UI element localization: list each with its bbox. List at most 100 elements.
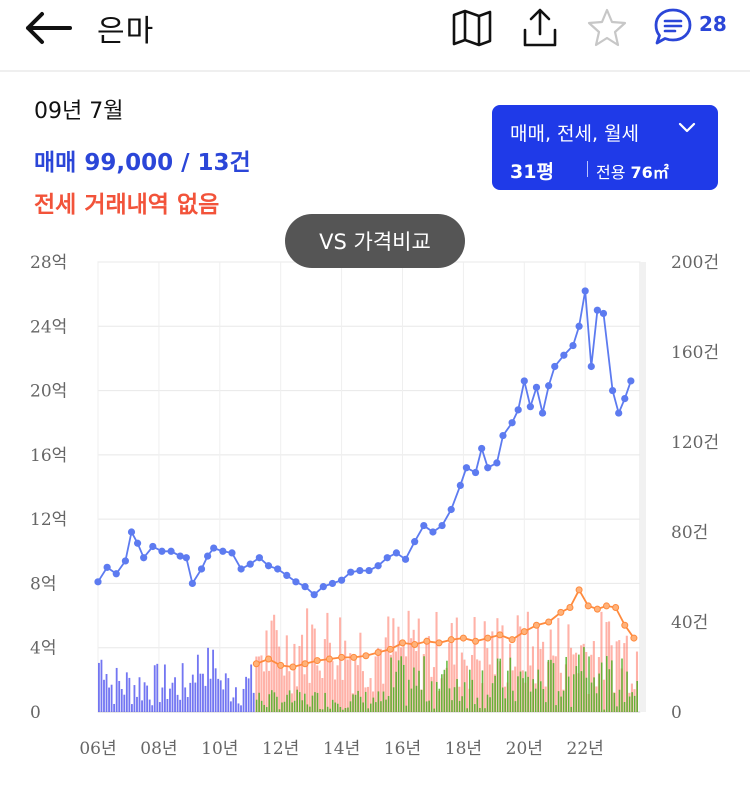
share-icon[interactable] <box>518 6 562 50</box>
sale-volume-bar <box>337 703 339 712</box>
sale-price-point <box>182 554 190 562</box>
lease-volume-bar <box>354 655 357 712</box>
sale-volume-bar <box>252 692 255 712</box>
sale-volume-bar <box>273 692 276 712</box>
sale-volume-bar <box>463 682 466 712</box>
sale-price-point <box>538 409 547 417</box>
sale-volume-bar <box>565 656 567 712</box>
sale-volume-bar <box>575 666 578 712</box>
lease-volume-bar <box>450 623 453 712</box>
sale-price-point <box>188 579 196 588</box>
sale-volume-bar <box>397 660 400 712</box>
sale-volume-bar <box>405 705 408 712</box>
sale-volume-bar <box>512 690 514 712</box>
y2-tick-label: 80건 <box>671 523 708 543</box>
compare-price-button[interactable]: VS 가격비교 <box>285 214 465 268</box>
sale-volume-bar <box>281 702 283 712</box>
lease-volume-bar <box>592 641 595 712</box>
lease-volume-bar <box>410 638 413 712</box>
sale-volume-bar <box>507 670 509 712</box>
sale-price-point <box>365 566 373 575</box>
sale-volume-bar <box>570 706 573 712</box>
lease-price-point <box>612 604 620 612</box>
lease-volume-bar <box>491 631 494 712</box>
sale-volume-bar <box>425 701 428 712</box>
lease-volume-bar <box>377 647 380 712</box>
sale-volume-bar <box>309 706 311 712</box>
sale-volume-bar <box>433 708 436 712</box>
back-arrow-icon[interactable] <box>22 8 74 48</box>
map-icon[interactable] <box>450 6 494 50</box>
sale-volume-bar <box>443 669 446 712</box>
sale-volume-bar <box>326 706 329 712</box>
sale-price-line <box>97 290 632 596</box>
sale-volume-bar <box>410 688 413 712</box>
sale-volume-bar <box>593 677 595 712</box>
sale-price-point <box>210 544 218 552</box>
sale-price-point <box>499 431 507 440</box>
lease-volume-bar <box>323 639 326 712</box>
sale-volume-bar <box>529 691 532 712</box>
sale-volume-bar <box>557 691 560 712</box>
comment-count[interactable]: 28 <box>699 12 727 36</box>
lease-volume-bar <box>478 660 481 712</box>
lease-volume-bar <box>465 665 469 712</box>
sale-volume-bar <box>118 680 121 712</box>
sale-price-point <box>374 562 382 570</box>
sale-volume-bar <box>616 706 618 712</box>
sale-volume-bar <box>311 695 314 712</box>
lease-price-point <box>459 634 467 642</box>
lease-price-point <box>277 661 285 669</box>
sale-volume-bar <box>380 701 382 712</box>
sale-volume-bar <box>491 683 494 712</box>
sale-volume-bar <box>151 705 154 712</box>
sale-price-point <box>526 403 534 411</box>
sale-volume-bar <box>451 700 453 712</box>
sale-price-point <box>392 549 401 557</box>
lease-price-point <box>545 618 553 626</box>
x-tick-label: 18년 <box>445 739 482 759</box>
filter-dropdown[interactable]: 매매, 전세, 월세 31평 전용 76㎡ <box>492 105 718 190</box>
lease-volume-bar <box>361 671 364 712</box>
page-title: 은마 <box>97 14 155 49</box>
sale-volume-bar <box>179 699 182 712</box>
lease-price-point <box>350 653 358 661</box>
sale-volume-bar <box>370 703 372 712</box>
sale-price-point <box>599 309 608 318</box>
sale-volume-bar <box>100 659 103 712</box>
sale-volume-bar <box>598 673 600 712</box>
lease-volume-bar <box>536 623 540 712</box>
sale-volume-bar <box>222 689 225 712</box>
lease-volume-bar <box>542 641 545 712</box>
sale-volume-bar <box>352 694 354 712</box>
sale-volume-bar <box>258 692 260 712</box>
lease-volume-bar <box>432 667 436 712</box>
sale-price-point <box>176 552 184 560</box>
sale-price-point <box>569 341 577 350</box>
lease-volume-bar <box>623 643 626 712</box>
sale-volume-bar <box>636 680 639 712</box>
lease-volume-bar <box>262 671 266 712</box>
comment-icon[interactable] <box>651 5 695 49</box>
lease-price-point <box>447 636 455 644</box>
lease-volume-bar <box>356 665 359 712</box>
sale-price-point <box>292 578 300 586</box>
sale-volume-bar <box>534 688 537 712</box>
sale-price-point <box>560 351 568 359</box>
price-chart[interactable]: 0 4억 8억 12억 16억 20억 24억 28억 0 40건 80건 120건 160건 200건… <box>0 240 750 785</box>
lease-price-point <box>435 639 443 647</box>
sale-volume-bar <box>613 693 616 712</box>
lease-volume-bar <box>427 636 430 712</box>
lease-volume-bar <box>311 624 314 712</box>
star-icon[interactable] <box>585 6 629 50</box>
sale-volume-bar <box>430 681 433 712</box>
lease-price-point <box>557 608 565 616</box>
sale-volume-bar <box>423 656 425 712</box>
sale-volume-bar <box>623 702 626 712</box>
sale-volume-bar <box>212 649 215 712</box>
lease-volume-bar <box>273 614 276 712</box>
sale-volume-bar <box>580 671 583 712</box>
sale-volume-bar <box>342 709 344 712</box>
lease-volume-bar <box>559 672 562 712</box>
sale-volume-bar <box>385 699 387 712</box>
